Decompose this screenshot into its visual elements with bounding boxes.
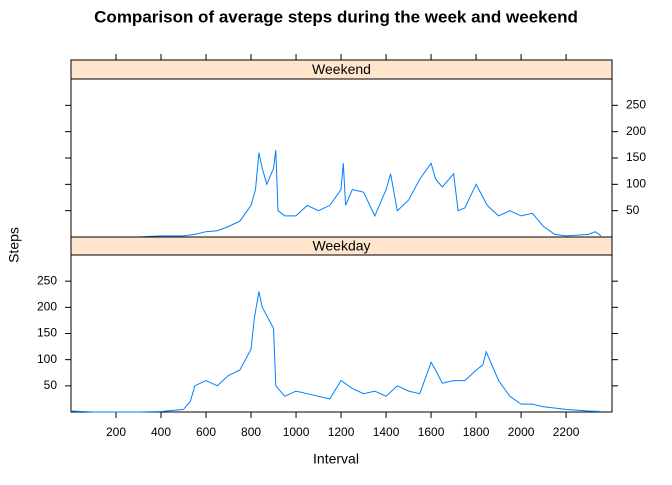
x-tick-label: 600 — [196, 425, 216, 439]
x-tick-label: 1000 — [283, 425, 310, 439]
chart-title: Comparison of average steps during the w… — [94, 7, 578, 26]
y-tick-label: 200 — [626, 124, 646, 138]
strip-label: Weekend — [312, 61, 371, 77]
line-series — [71, 150, 602, 238]
y-axis-label: Steps — [6, 227, 22, 263]
y-tick-label: 250 — [626, 98, 646, 112]
line-series — [70, 291, 602, 413]
panel — [70, 254, 613, 413]
x-tick-label: 2000 — [508, 425, 535, 439]
strip-label: Weekday — [312, 238, 370, 254]
y-tick-label: 250 — [37, 273, 57, 287]
x-tick-label: 2200 — [553, 425, 580, 439]
y-tick-label: 50 — [44, 378, 58, 392]
y-tick-label: 150 — [37, 326, 57, 340]
y-tick-label: 100 — [626, 177, 646, 191]
x-axis-label: Interval — [313, 451, 359, 467]
y-tick-label: 50 — [626, 203, 640, 217]
x-tick-label: 1600 — [418, 425, 445, 439]
x-tick-label: 1400 — [373, 425, 400, 439]
x-tick-label: 200 — [106, 425, 126, 439]
x-tick-label: 1800 — [463, 425, 490, 439]
y-tick-label: 100 — [37, 352, 57, 366]
y-tick-label: 200 — [37, 300, 57, 314]
x-tick-label: 1200 — [328, 425, 355, 439]
x-tick-label: 800 — [241, 425, 261, 439]
y-tick-label: 150 — [626, 150, 646, 164]
x-tick-label: 400 — [151, 425, 171, 439]
